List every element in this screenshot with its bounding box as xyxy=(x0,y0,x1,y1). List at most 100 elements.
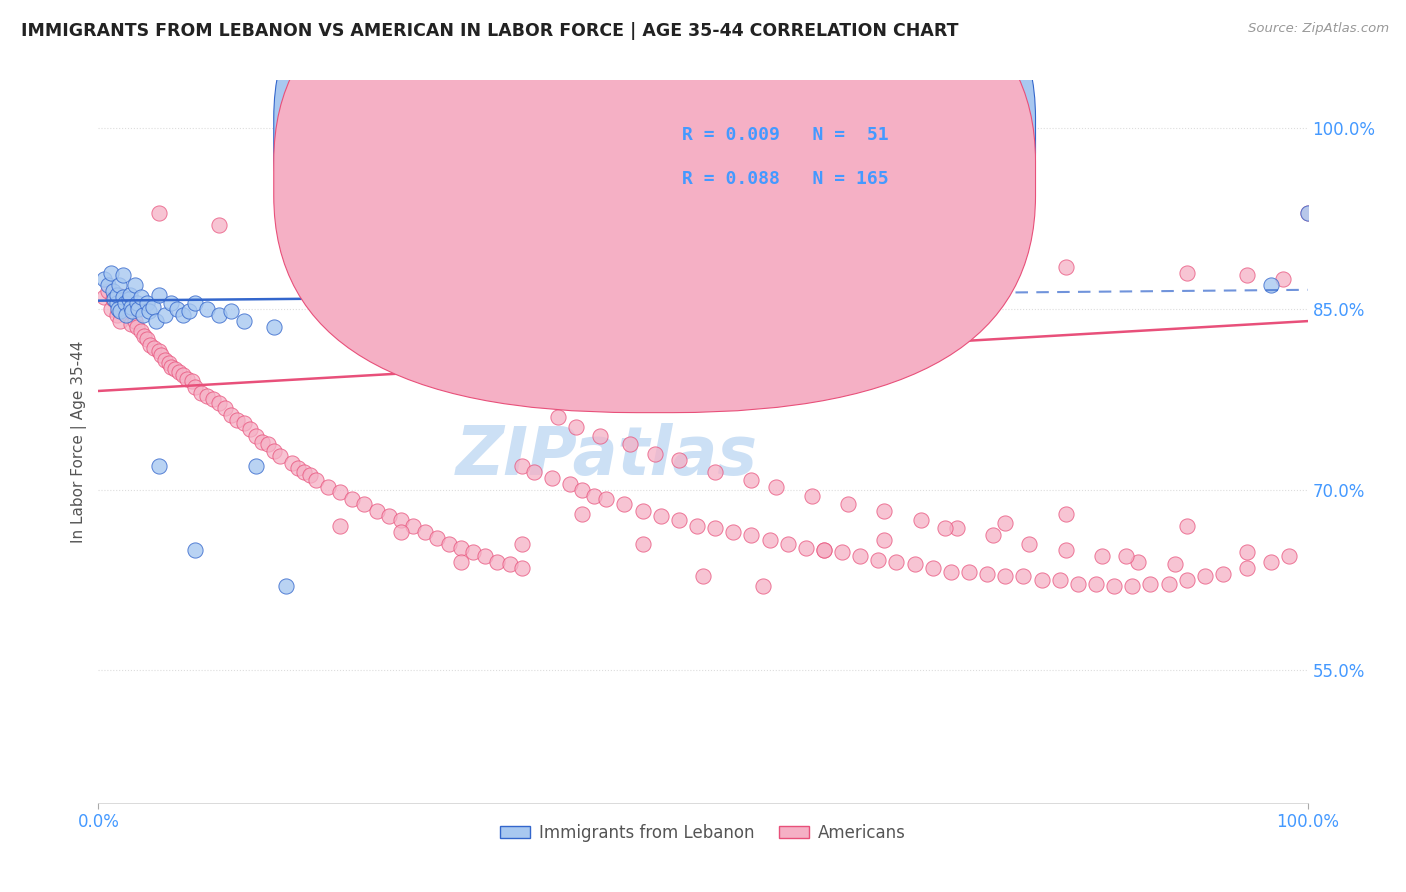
Point xyxy=(994,569,1017,583)
Point xyxy=(813,542,835,557)
Point xyxy=(184,542,207,557)
Point xyxy=(134,328,156,343)
Point xyxy=(547,410,569,425)
Point xyxy=(142,300,165,314)
Point xyxy=(148,458,170,473)
Point xyxy=(910,513,932,527)
Text: Source: ZipAtlas.com: Source: ZipAtlas.com xyxy=(1249,22,1389,36)
Point xyxy=(934,521,956,535)
Point xyxy=(904,558,927,572)
Point xyxy=(813,542,835,557)
Point xyxy=(108,314,131,328)
Point xyxy=(613,497,636,511)
Point xyxy=(120,300,142,314)
Point xyxy=(1049,573,1071,587)
Point xyxy=(208,308,231,322)
Point xyxy=(510,458,533,473)
Point xyxy=(1260,278,1282,293)
Point xyxy=(103,293,125,307)
Text: R = 0.009   N =  51: R = 0.009 N = 51 xyxy=(682,126,889,145)
Point xyxy=(108,304,131,318)
Point xyxy=(135,296,157,310)
Point xyxy=(179,304,201,318)
Point xyxy=(150,348,173,362)
Point xyxy=(813,248,835,262)
Point xyxy=(93,272,115,286)
Text: IMMIGRANTS FROM LEBANON VS AMERICAN IN LABOR FORCE | AGE 35-44 CORRELATION CHART: IMMIGRANTS FROM LEBANON VS AMERICAN IN L… xyxy=(21,22,959,40)
Point xyxy=(148,205,170,219)
Point xyxy=(274,579,297,593)
Point xyxy=(939,565,962,579)
Point xyxy=(148,287,170,301)
Point xyxy=(1296,205,1319,219)
Point xyxy=(1278,549,1301,563)
Point xyxy=(868,552,890,566)
Point xyxy=(139,338,162,352)
Point xyxy=(1163,558,1185,572)
Point xyxy=(571,507,593,521)
Point xyxy=(389,513,412,527)
Point xyxy=(1115,549,1137,563)
Point xyxy=(716,301,738,317)
Point xyxy=(1054,260,1077,274)
Point xyxy=(132,308,155,322)
Point xyxy=(184,380,207,394)
Point xyxy=(101,293,124,307)
Point xyxy=(153,308,176,322)
Point xyxy=(1139,576,1161,591)
Point xyxy=(127,320,149,334)
Point xyxy=(1260,555,1282,569)
Point xyxy=(402,519,425,533)
Point xyxy=(1236,545,1258,559)
Point xyxy=(226,413,249,427)
Point xyxy=(111,296,134,310)
Point xyxy=(281,456,304,470)
Point xyxy=(148,344,170,359)
Point xyxy=(114,304,136,318)
Point xyxy=(571,483,593,497)
Point xyxy=(1157,576,1180,591)
Point xyxy=(342,492,364,507)
Point xyxy=(97,278,120,293)
Text: R = 0.088   N = 165: R = 0.088 N = 165 xyxy=(682,169,889,187)
Point xyxy=(873,533,896,548)
Point xyxy=(287,461,309,475)
Point xyxy=(740,473,762,487)
Point xyxy=(723,524,745,539)
Point xyxy=(437,537,460,551)
Point xyxy=(329,230,352,244)
Point xyxy=(981,528,1004,542)
Point xyxy=(1012,569,1035,583)
Point xyxy=(172,368,194,383)
Point xyxy=(184,296,207,310)
Point xyxy=(692,242,714,256)
Point xyxy=(163,362,186,376)
Point xyxy=(101,284,124,298)
Point xyxy=(510,537,533,551)
Point xyxy=(256,437,278,451)
Point xyxy=(583,489,606,503)
Point xyxy=(208,396,231,410)
Point xyxy=(752,579,775,593)
Point xyxy=(127,296,149,310)
Point xyxy=(214,401,236,415)
Point xyxy=(263,320,285,334)
Point xyxy=(837,497,859,511)
Point xyxy=(650,509,672,524)
Point xyxy=(176,372,198,386)
Point xyxy=(157,356,180,370)
FancyBboxPatch shape xyxy=(274,0,1035,369)
Point xyxy=(97,284,120,298)
Point xyxy=(1236,561,1258,575)
Text: ZIPatlas: ZIPatlas xyxy=(456,423,758,489)
Point xyxy=(239,423,262,437)
Point xyxy=(704,465,727,479)
Point xyxy=(124,278,146,293)
Point xyxy=(129,324,152,338)
FancyBboxPatch shape xyxy=(619,98,950,211)
Point xyxy=(145,314,167,328)
Point xyxy=(245,458,267,473)
Point xyxy=(263,444,285,458)
Point xyxy=(776,537,799,551)
Point xyxy=(686,519,709,533)
